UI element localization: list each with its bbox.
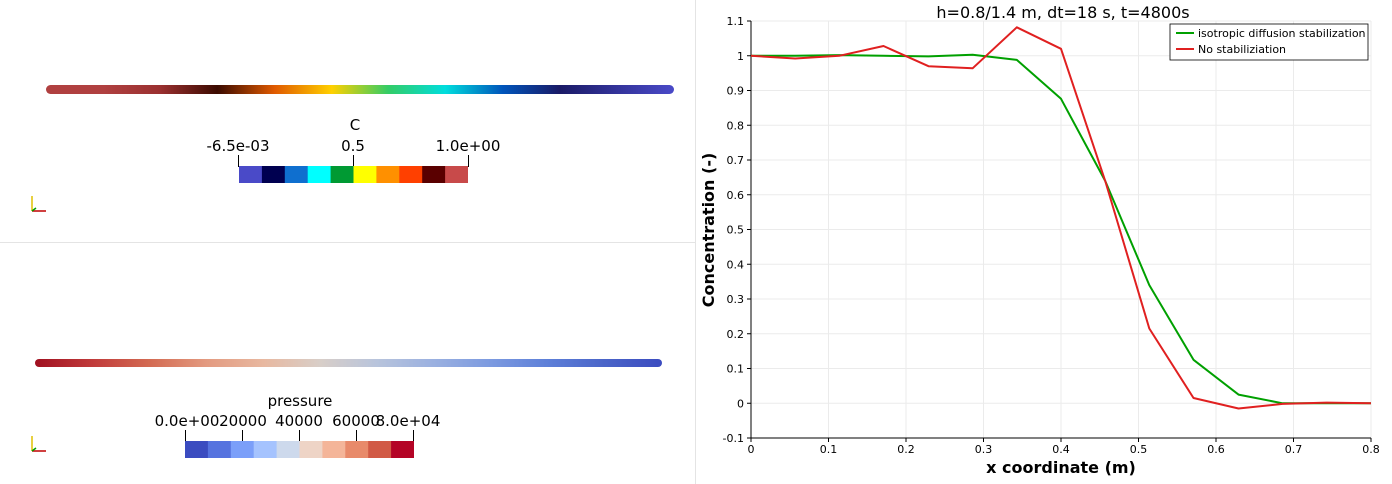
colorbar-tick bbox=[356, 430, 357, 442]
y-tick-label: 1.1 bbox=[727, 15, 745, 28]
legend-label-series-2: No stabiliziation bbox=[1198, 43, 1286, 56]
pressure-view[interactable]: pressure 0.0e+00 20000 40000 60000 8.0e+… bbox=[0, 243, 695, 484]
pressure-colorbar-segment bbox=[368, 441, 392, 458]
concentration-colorbar-segment bbox=[239, 166, 263, 183]
pressure-colorbar-title: pressure bbox=[267, 392, 333, 410]
colorbar-tick bbox=[353, 155, 354, 167]
concentration-colorbar-segment bbox=[307, 166, 332, 183]
concentration-view[interactable]: C -6.5e-03 0.5 1.0e+00 bbox=[0, 0, 695, 242]
x-tick-label: 0 bbox=[748, 443, 755, 456]
concentration-colorbar-segment bbox=[330, 166, 354, 183]
concentration-field-bar bbox=[46, 85, 674, 94]
concentration-colorbar-label-max: 1.0e+00 bbox=[435, 137, 501, 155]
colorbar-tick bbox=[413, 430, 414, 442]
concentration-domain-bar bbox=[46, 85, 674, 94]
pressure-colorbar-segment bbox=[299, 441, 323, 458]
y-tick-label: 0 bbox=[737, 397, 744, 410]
y-tick-label: 0.2 bbox=[727, 328, 745, 341]
pressure-colorbar-segment bbox=[185, 441, 209, 458]
x-tick-label: 0.8 bbox=[1362, 443, 1380, 456]
colorbar-tick bbox=[468, 155, 469, 167]
chart-title: h=0.8/1.4 m, dt=18 s, t=4800s bbox=[936, 3, 1189, 22]
concentration-colorbar-segment bbox=[353, 166, 377, 183]
y-tick-label: 0.8 bbox=[727, 119, 745, 132]
series-line-2 bbox=[750, 26, 1372, 410]
y-tick-label: 0.3 bbox=[727, 293, 745, 306]
pressure-colorbar-label-1: 20000 bbox=[219, 412, 267, 430]
legend-label-series-1: isotropic diffusion stabilization bbox=[1198, 27, 1366, 40]
concentration-colorbar-segment bbox=[422, 166, 446, 183]
colorbar-tick bbox=[185, 430, 186, 442]
axes-orientation-icon bbox=[31, 436, 46, 452]
y-tick-label: 0.7 bbox=[727, 154, 745, 167]
pressure-colorbar-label-0: 0.0e+00 bbox=[154, 412, 220, 430]
pressure-colorbar-segment bbox=[207, 441, 232, 458]
pressure-colorbar-label-4: 8.0e+04 bbox=[375, 412, 441, 430]
concentration-colorbar-segment bbox=[261, 166, 286, 183]
concentration-colorbar-segment bbox=[284, 166, 309, 183]
concentration-colorbar-label-mid: 0.5 bbox=[341, 137, 365, 155]
x-tick-label: 0.1 bbox=[820, 443, 838, 456]
axes-orientation-icon bbox=[31, 196, 46, 212]
y-tick-label: 0.6 bbox=[727, 189, 745, 202]
series-line-1 bbox=[751, 53, 1371, 405]
y-tick-label: -0.1 bbox=[723, 432, 744, 445]
colorbar-tick bbox=[299, 430, 300, 442]
pressure-colorbar bbox=[185, 441, 414, 458]
y-tick-label: 0.5 bbox=[727, 224, 745, 237]
x-tick-label: 0.5 bbox=[1130, 443, 1148, 456]
y-tick-label: 0.1 bbox=[727, 363, 745, 376]
x-tick-label: 0.3 bbox=[975, 443, 993, 456]
pressure-domain-bar bbox=[35, 359, 662, 367]
y-tick-label: 0.9 bbox=[727, 85, 745, 98]
pressure-colorbar-segment bbox=[322, 441, 346, 458]
pressure-colorbar-label-3: 60000 bbox=[332, 412, 380, 430]
pressure-colorbar-segment bbox=[230, 441, 255, 458]
chart-legend: isotropic diffusion stabilization No sta… bbox=[1169, 23, 1369, 61]
pressure-colorbar-segment bbox=[345, 441, 369, 458]
x-tick-label: 0.7 bbox=[1285, 443, 1303, 456]
concentration-colorbar-segment bbox=[399, 166, 423, 183]
pressure-colorbar-segment bbox=[253, 441, 278, 458]
concentration-colorbar-label-min: -6.5e-03 bbox=[206, 137, 270, 155]
panel-divider bbox=[695, 0, 696, 484]
pressure-colorbar-segment bbox=[391, 441, 414, 458]
colorbar-tick bbox=[242, 430, 243, 442]
x-tick-label: 0.4 bbox=[1052, 443, 1070, 456]
pressure-colorbar-label-2: 40000 bbox=[275, 412, 323, 430]
pressure-colorbar-segment bbox=[276, 441, 300, 458]
concentration-colorbar bbox=[239, 166, 468, 183]
x-tick-label: 0.6 bbox=[1207, 443, 1225, 456]
y-tick-label: 1 bbox=[737, 50, 744, 63]
concentration-colorbar-segment bbox=[445, 166, 468, 183]
concentration-colorbar-title: C bbox=[349, 116, 361, 134]
line-chart-view[interactable]: 0 0.1 0.2 0.3 0.4 0.5 0.6 0.7 0.8 -0.1 0 0.1 0.2 0.3 0… bbox=[696, 0, 1392, 484]
x-tick-label: 0.2 bbox=[897, 443, 915, 456]
x-axis-label: x coordinate (m) bbox=[986, 458, 1136, 477]
panel-divider bbox=[0, 242, 695, 243]
concentration-colorbar-segment bbox=[376, 166, 400, 183]
concentration-line-chart: 0 0.1 0.2 0.3 0.4 0.5 0.6 0.7 0.8 -0.1 0 0.1 0.2 0.3 0… bbox=[699, 3, 1380, 477]
pressure-field-bar bbox=[35, 359, 662, 367]
colorbar-tick bbox=[238, 155, 239, 167]
y-axis-label: Concentration (-) bbox=[699, 153, 718, 308]
y-tick-label: 0.4 bbox=[727, 258, 745, 271]
